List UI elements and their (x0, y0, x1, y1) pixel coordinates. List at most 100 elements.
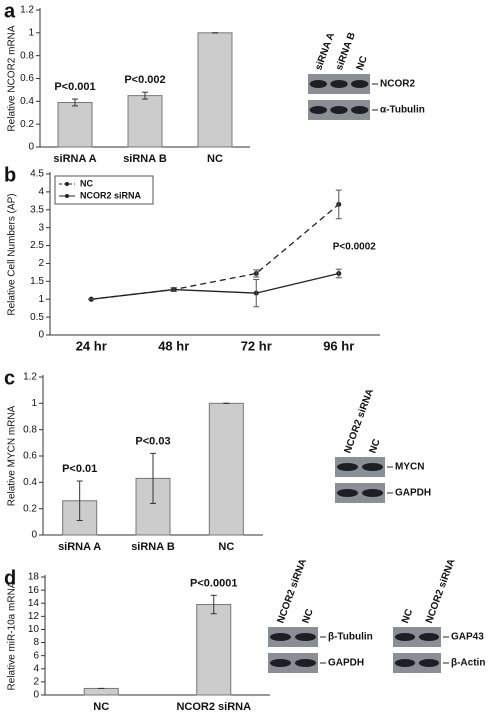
y-tick-label: 4.5 (30, 169, 44, 180)
blot-band (418, 659, 440, 667)
band-label: NCOR2 (380, 79, 415, 90)
band-label: β-Tubulin (328, 632, 373, 643)
y-tick-label: 1.5 (30, 276, 44, 287)
y-tick-label: 0.4 (23, 477, 37, 488)
y-tick-label: 18 (28, 572, 40, 583)
x-tick-label: 24 hr (76, 338, 107, 353)
panel-letter: b (4, 164, 16, 186)
x-tick-label: 48 hr (158, 338, 189, 353)
lane-label: NC (300, 608, 315, 625)
band-label: GAPDH (328, 658, 364, 669)
y-tick-label: 0.8 (23, 424, 37, 435)
blot-band (270, 659, 291, 667)
blot-strip (393, 627, 441, 647)
legend-marker (65, 194, 69, 198)
y-tick-label: 1 (28, 27, 34, 38)
y-tick-label: 4 (33, 663, 39, 674)
line (91, 272, 339, 300)
y-tick-label: 0.5 (30, 312, 44, 323)
x-tick-label: siRNA B (123, 153, 167, 165)
blot-band (330, 106, 348, 114)
bar (196, 604, 232, 696)
y-tick-label: 0.6 (23, 451, 37, 462)
legend-box (54, 175, 154, 205)
bar (197, 32, 233, 148)
blot-band (295, 633, 316, 641)
bar (83, 687, 119, 696)
blot-band (337, 489, 358, 497)
blot-strip (268, 653, 318, 673)
blot-band (394, 633, 416, 641)
band-label: GAP43 (451, 632, 484, 643)
blot-band (295, 659, 316, 667)
y-axis-label: Relative miR-10a mRNA (7, 581, 18, 690)
lane-label: NC (355, 55, 370, 72)
bar (57, 101, 93, 148)
lane-label: NC (367, 438, 382, 455)
p-value: P<0.03 (135, 435, 170, 447)
y-tick-label: 0 (38, 330, 44, 341)
p-value: P<0.0002 (333, 242, 377, 253)
y-tick-label: 3.5 (30, 204, 44, 215)
blot-band (418, 633, 440, 641)
y-tick-label: 3 (38, 222, 44, 233)
x-tick-label: NC (218, 541, 234, 553)
y-tick-label: 2.5 (30, 240, 44, 251)
y-tick-label: 8 (33, 637, 39, 648)
legend-label: NCOR2 siRNA (80, 190, 142, 200)
x-tick-label: 96 hr (323, 338, 354, 353)
blot-strip (268, 627, 318, 647)
lane-label: siRNA B (334, 31, 358, 72)
blot-band (362, 463, 383, 471)
x-tick-label: siRNA A (58, 541, 101, 553)
band-label: GAPDH (395, 488, 431, 499)
y-axis-label: Relative NCOR2 mRNA (7, 25, 18, 131)
blot-strip (393, 653, 441, 673)
blot-band (350, 106, 369, 114)
y-tick-label: 1 (38, 294, 44, 305)
p-value: P<0.0001 (190, 577, 237, 589)
lane-label: NCOR2 siRNA (424, 557, 458, 624)
y-tick-label: 0.2 (23, 503, 37, 514)
y-tick-label: 0.2 (20, 119, 34, 130)
x-tick-label: NC (207, 153, 223, 165)
y-tick-label: 0 (28, 142, 34, 153)
y-tick-label: 1.2 (23, 372, 37, 383)
lane-label: NC (400, 608, 415, 625)
blot-band (309, 80, 328, 88)
bar (127, 95, 163, 148)
y-tick-label: 0.6 (20, 73, 34, 84)
y-tick-label: 2 (33, 677, 39, 688)
y-tick-label: 1.2 (20, 5, 34, 16)
legend-label: NC (80, 178, 93, 188)
y-tick-label: 10 (28, 624, 40, 635)
line (91, 203, 340, 300)
y-tick-label: 0.8 (20, 50, 34, 61)
blot-band (270, 633, 291, 641)
p-value: P<0.01 (62, 463, 97, 475)
y-tick-label: 12 (28, 611, 40, 622)
panel-letter: a (4, 0, 16, 22)
blot-band (350, 80, 369, 88)
blot-strip (335, 483, 385, 503)
y-tick-label: 16 (28, 585, 40, 596)
x-tick-label: NCOR2 siRNA (176, 701, 251, 713)
band-label: α-Tubulin (380, 105, 425, 116)
panel-letter: c (4, 367, 15, 389)
y-tick-label: 14 (28, 598, 40, 609)
x-tick-label: siRNA A (53, 153, 96, 165)
y-tick-label: 4 (38, 187, 44, 198)
panel-letter: d (4, 567, 16, 589)
y-tick-label: 0 (31, 530, 37, 541)
y-tick-label: 2 (38, 258, 44, 269)
x-tick-label: NC (93, 701, 109, 713)
band-label: β-Actin (451, 658, 485, 669)
x-tick-label: 72 hr (241, 338, 272, 353)
blot-band (309, 106, 328, 114)
p-value: P<0.002 (124, 74, 165, 86)
p-value: P<0.001 (54, 81, 95, 93)
blot-strip (335, 457, 385, 477)
y-tick-label: 6 (33, 650, 39, 661)
blot-band (330, 80, 348, 88)
